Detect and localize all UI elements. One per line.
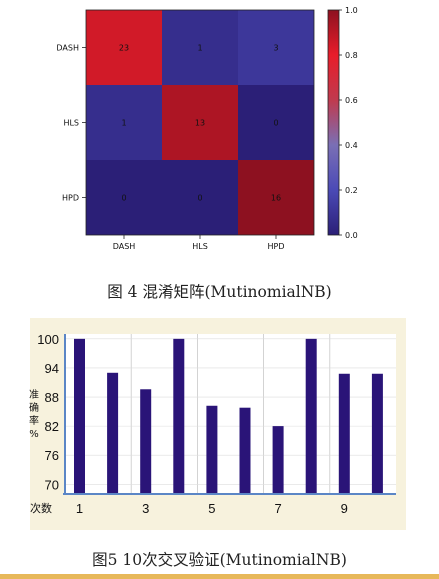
bar bbox=[338, 373, 350, 494]
y-tick-label: 94 bbox=[45, 361, 59, 376]
heatmap-cell-value: 0 bbox=[197, 194, 202, 203]
bar bbox=[305, 338, 317, 494]
y-tick-label: 70 bbox=[45, 477, 59, 492]
heatmap-cell bbox=[86, 85, 162, 160]
colorbar-tick-label: 0.4 bbox=[345, 141, 358, 150]
colorbar bbox=[327, 9, 340, 236]
y-tick-label: 76 bbox=[45, 448, 59, 463]
x-tick-label: 5 bbox=[208, 501, 215, 516]
heatmap-cell-value: 16 bbox=[271, 194, 281, 203]
figure5-caption: 图5 10次交叉验证(MutinomialNB) bbox=[92, 551, 347, 569]
heatmap-cell bbox=[238, 10, 314, 85]
y-tick-label: HLS bbox=[63, 119, 79, 128]
y-tick-label: 82 bbox=[45, 419, 59, 434]
y-tick-label: DASH bbox=[56, 44, 79, 53]
y-tick-label: 100 bbox=[37, 332, 59, 347]
colorbar-tick-label: 0.6 bbox=[345, 96, 358, 105]
x-tick-label: 3 bbox=[142, 501, 149, 516]
colorbar-tick-label: 1.0 bbox=[345, 6, 358, 15]
bar bbox=[74, 338, 85, 494]
colorbar-tick-label: 0.0 bbox=[345, 231, 358, 240]
bar bbox=[140, 389, 152, 494]
y-axis-label: % bbox=[29, 429, 39, 440]
heatmap-cell-value: 1 bbox=[197, 44, 202, 53]
heatmap-cell-value: 1 bbox=[121, 119, 126, 128]
heatmap-cell bbox=[86, 160, 162, 235]
heatmap-cell-value: 23 bbox=[119, 44, 129, 53]
bar bbox=[206, 405, 218, 494]
heatmap-cell-value: 3 bbox=[273, 44, 278, 53]
bottom-strip bbox=[0, 574, 439, 579]
heatmap-cell bbox=[238, 85, 314, 160]
x-tick-label: 1 bbox=[76, 501, 83, 516]
y-axis-label: 准 bbox=[29, 389, 39, 401]
x-tick-label: 7 bbox=[274, 501, 281, 516]
bar bbox=[107, 372, 119, 494]
x-axis-label: 次数 bbox=[30, 501, 52, 515]
heatmap-cell bbox=[162, 10, 238, 85]
x-tick-label: DASH bbox=[113, 242, 136, 251]
x-tick-label: HLS bbox=[192, 242, 208, 251]
bar bbox=[371, 373, 383, 494]
heatmap-cell bbox=[162, 85, 238, 160]
colorbar-tick-label: 0.8 bbox=[345, 51, 358, 60]
x-tick-label: 9 bbox=[341, 501, 348, 516]
bar bbox=[173, 338, 185, 494]
heatmap-cell bbox=[238, 160, 314, 235]
heatmap-cell-value: 13 bbox=[195, 119, 205, 128]
y-axis-label: 确 bbox=[29, 401, 39, 414]
y-tick-label: 88 bbox=[45, 390, 59, 405]
heatmap-cell-value: 0 bbox=[273, 119, 278, 128]
heatmap-cell bbox=[162, 160, 238, 235]
colorbar-tick-label: 0.2 bbox=[345, 186, 358, 195]
y-axis-label: 率 bbox=[29, 414, 39, 427]
heatmap-cell-value: 0 bbox=[121, 194, 126, 203]
y-tick-label: HPD bbox=[62, 194, 79, 203]
bar bbox=[272, 426, 284, 494]
bar bbox=[239, 407, 251, 494]
heatmap-cell bbox=[86, 10, 162, 85]
x-tick-label: HPD bbox=[268, 242, 285, 251]
figure4-caption: 图 4 混淆矩阵(MutinomialNB) bbox=[107, 283, 332, 301]
